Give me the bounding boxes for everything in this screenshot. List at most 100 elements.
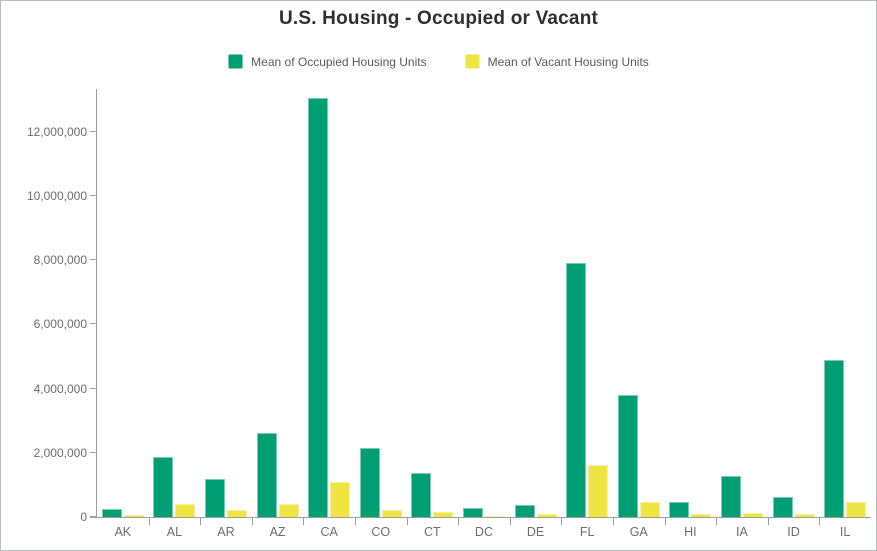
y-axis	[96, 89, 97, 517]
bar-group-AL	[149, 89, 201, 517]
bar-occupied-AZ[interactable]	[256, 432, 277, 517]
y-tick	[90, 387, 96, 389]
bar-vacant-ID[interactable]	[794, 513, 815, 517]
plot-area: 0 2,000,000 4,000,000 6,000,000 8,000,000 10,…	[27, 89, 871, 525]
x-label-AR: AR	[217, 525, 235, 539]
bar-group-IL	[819, 89, 871, 517]
x-tick	[767, 518, 769, 525]
bar-occupied-CA[interactable]	[308, 98, 329, 517]
bar-vacant-AR[interactable]	[226, 510, 247, 517]
bar-occupied-DE[interactable]	[514, 505, 535, 517]
bar-occupied-IA[interactable]	[720, 475, 741, 517]
x-label-IA: IA	[736, 525, 748, 539]
x-tick	[716, 518, 718, 525]
x-label-ID: ID	[787, 525, 800, 539]
y-tick-label: 6,000,000	[33, 317, 87, 332]
x-label-AL: AL	[166, 525, 183, 539]
x-tick	[819, 518, 821, 525]
bar-vacant-GA[interactable]	[639, 501, 660, 517]
bar-occupied-DC[interactable]	[462, 508, 483, 517]
x-label-CT: CT	[424, 525, 441, 539]
bar-vacant-IA[interactable]	[742, 512, 763, 517]
y-tick	[90, 259, 96, 261]
x-tick	[200, 518, 202, 525]
x-label-FL: FL	[579, 525, 595, 539]
legend-label-vacant: Mean of Vacant Housing Units	[487, 54, 649, 69]
x-tick	[509, 518, 511, 525]
bar-vacant-AZ[interactable]	[278, 504, 299, 517]
bar-group-IA	[716, 89, 768, 517]
x-tick	[251, 518, 253, 525]
x-label-CO: CO	[371, 525, 391, 539]
x-tick	[613, 518, 614, 525]
bar-occupied-CT[interactable]	[411, 472, 432, 517]
vacant-series-swatch-icon	[464, 54, 480, 69]
bar-vacant-AL[interactable]	[175, 504, 196, 517]
bar-vacant-CT[interactable]	[433, 511, 454, 517]
legend-item-vacant: Mean of Vacant Housing Units	[464, 54, 649, 69]
bar-vacant-DC[interactable]	[484, 515, 505, 517]
legend: Mean of Occupied Housing Units Mean of V…	[1, 54, 876, 69]
y-tick	[90, 323, 96, 325]
bar-vacant-HI[interactable]	[691, 514, 712, 517]
y-tick-label: 10,000,000	[26, 189, 87, 203]
bar-vacant-FL[interactable]	[588, 465, 609, 517]
x-label-IL: IL	[839, 525, 851, 539]
bar-vacant-IL[interactable]	[846, 501, 867, 517]
bar-occupied-AK[interactable]	[101, 508, 122, 517]
x-tick	[303, 518, 305, 525]
bar-group-HI	[665, 89, 717, 517]
y-tick-label: 8,000,000	[33, 253, 87, 268]
bar-occupied-GA[interactable]	[617, 395, 638, 517]
x-tick	[561, 518, 563, 525]
y-tick-label: 0	[80, 510, 87, 524]
occupied-series-swatch-icon	[228, 54, 244, 69]
x-label-DE: DE	[526, 525, 545, 539]
x-label-DC: DC	[474, 525, 493, 539]
bar-group-DC	[458, 89, 510, 517]
bar-occupied-IL[interactable]	[824, 360, 845, 517]
bar-group-FL	[561, 89, 613, 517]
bar-occupied-AL[interactable]	[153, 456, 174, 517]
bar-group-ID	[768, 89, 820, 517]
x-label-CA: CA	[320, 525, 338, 539]
bar-group-CT	[407, 89, 459, 517]
x-tick	[355, 518, 356, 525]
x-tick	[664, 518, 666, 525]
x-tick	[458, 518, 460, 525]
chart-title: U.S. Housing - Occupied or Vacant	[278, 8, 599, 29]
y-tick-label: 2,000,000	[33, 445, 87, 460]
bar-vacant-CO[interactable]	[381, 509, 402, 517]
x-tick	[148, 518, 150, 525]
legend-label-occupied: Mean of Occupied Housing Units	[251, 54, 427, 69]
bar-group-AR	[200, 89, 252, 517]
bar-occupied-FL[interactable]	[566, 263, 587, 517]
bar-group-CA	[303, 89, 355, 517]
bar-occupied-ID[interactable]	[772, 496, 793, 517]
x-tick	[406, 518, 408, 525]
bar-vacant-CA[interactable]	[330, 482, 351, 517]
bar-vacant-DE[interactable]	[536, 514, 557, 517]
x-label-AK: AK	[114, 525, 132, 539]
y-tick	[90, 516, 96, 517]
bar-vacant-AK[interactable]	[123, 515, 144, 517]
y-tick-label: 12,000,000	[26, 124, 87, 139]
bar-occupied-HI[interactable]	[669, 502, 690, 517]
x-label-HI: HI	[684, 525, 697, 539]
bar-group-DE	[510, 89, 562, 517]
legend-item-occupied: Mean of Occupied Housing Units	[228, 54, 427, 69]
y-tick-label: 4,000,000	[33, 381, 87, 396]
x-label-GA: GA	[629, 525, 648, 539]
bar-occupied-AR[interactable]	[204, 479, 225, 517]
bar-occupied-CO[interactable]	[359, 448, 380, 517]
x-label-AZ: AZ	[269, 525, 286, 539]
y-tick	[90, 130, 96, 132]
bar-group-CO	[355, 89, 407, 517]
bar-group-AK	[97, 89, 149, 517]
y-tick	[90, 195, 96, 196]
bar-group-AZ	[252, 89, 304, 517]
y-tick	[90, 451, 96, 453]
x-axis	[90, 517, 871, 518]
x-axis-labels: AK AL AR AZ CA CO CT DC DE FL GA HI IA ID IL	[97, 525, 871, 539]
